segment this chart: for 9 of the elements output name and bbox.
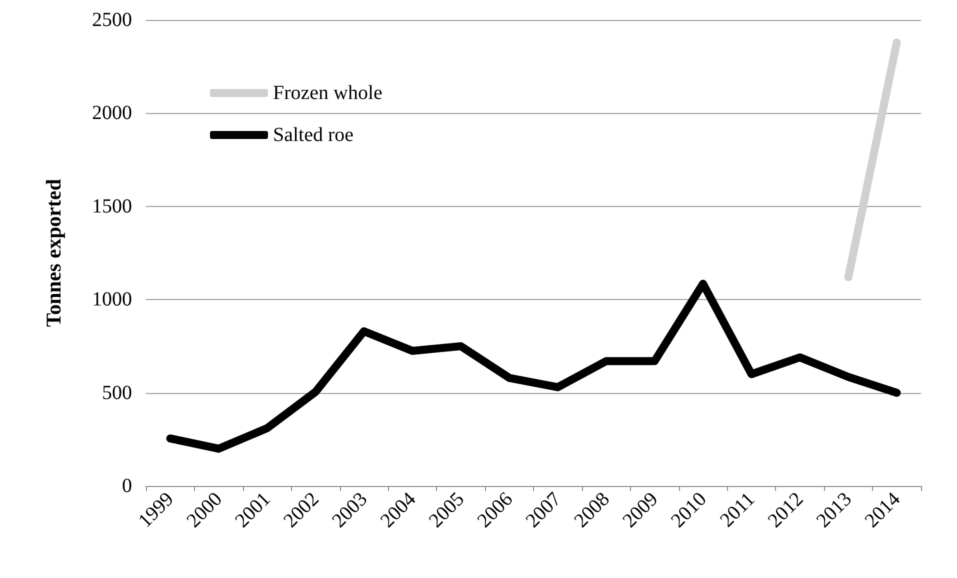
y-tick-label: 1500 — [92, 195, 132, 218]
legend-label: Salted roe — [273, 124, 354, 146]
y-tick-label: 2000 — [92, 102, 132, 124]
legend-label: Frozen whole — [273, 82, 383, 104]
y-tick-label: 0 — [122, 475, 132, 497]
y-tick-label: 2500 — [92, 9, 132, 31]
y-axis-title: Tonnes exported — [42, 178, 66, 327]
y-tick-label: 500 — [102, 382, 132, 404]
y-tick-label: 1000 — [92, 288, 132, 311]
